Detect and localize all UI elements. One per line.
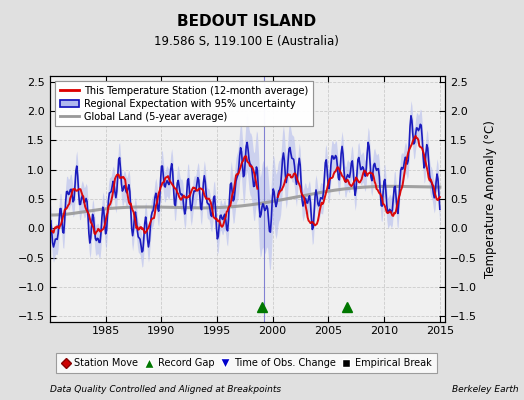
- Text: BEDOUT ISLAND: BEDOUT ISLAND: [177, 14, 316, 30]
- Legend: This Temperature Station (12-month average), Regional Expectation with 95% uncer: This Temperature Station (12-month avera…: [54, 81, 313, 126]
- Text: 19.586 S, 119.100 E (Australia): 19.586 S, 119.100 E (Australia): [154, 36, 339, 48]
- Legend: Station Move, Record Gap, Time of Obs. Change, Empirical Break: Station Move, Record Gap, Time of Obs. C…: [56, 354, 436, 373]
- Y-axis label: Temperature Anomaly (°C): Temperature Anomaly (°C): [484, 120, 497, 278]
- Text: Berkeley Earth: Berkeley Earth: [452, 386, 519, 394]
- Text: Data Quality Controlled and Aligned at Breakpoints: Data Quality Controlled and Aligned at B…: [50, 386, 281, 394]
